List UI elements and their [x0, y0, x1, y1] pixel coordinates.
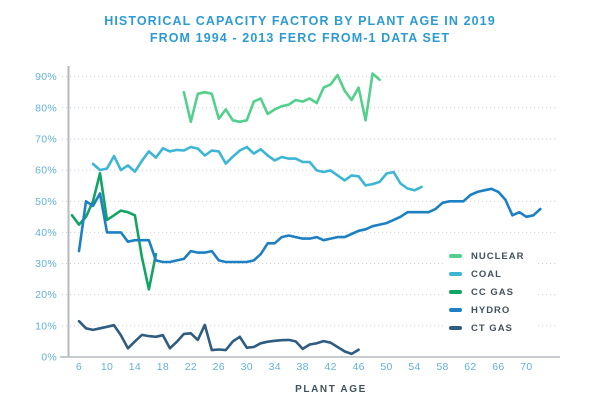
x-axis-labels: 6 10 14 18 22 26 30 34 38 42 46 50 54 58 62 66 70 [76, 361, 532, 373]
y-tick-label: 40% [35, 227, 57, 239]
x-tick-label: 66 [492, 361, 504, 373]
x-axis-title: PLANT AGE [295, 384, 367, 395]
x-tick-label: 58 [436, 361, 448, 373]
legend-label: NUCLEAR [471, 250, 525, 262]
chart-legend: NUCLEAR COAL CC GAS HYDRO CT GAS [443, 245, 538, 339]
legend-label: HYDRO [471, 304, 511, 316]
series-line-hydro [77, 187, 542, 264]
x-tick-label: 14 [129, 361, 141, 373]
legend-swatch-icon [449, 254, 462, 258]
chart-title: HISTORICAL CAPACITY FACTOR BY PLANT AGE … [0, 13, 600, 47]
series-line-cc-gas [70, 171, 158, 291]
chart-title-line2: FROM 1994 - 2013 FERC FROM-1 DATA SET [149, 31, 451, 45]
x-tick-label: 38 [297, 361, 309, 373]
y-axis-labels: 0% 10% 20% 30% 40% 50% 60% 70% 80% 90% [35, 71, 57, 363]
legend-swatch-icon [449, 290, 462, 294]
series-line-nuclear [182, 72, 381, 124]
y-tick-label: 10% [35, 320, 57, 332]
series-line-ct-gas [77, 319, 360, 356]
y-tick-label: 30% [35, 258, 57, 270]
x-tick-label: 42 [324, 361, 336, 373]
x-tick-label: 54 [408, 361, 420, 373]
x-tick-label: 10 [101, 361, 113, 373]
legend-item-coal: COAL [443, 265, 538, 283]
x-tick-label: 46 [352, 361, 364, 373]
legend-item-ct-gas: CT GAS [443, 319, 538, 337]
legend-label: CT GAS [471, 322, 513, 334]
legend-item-hydro: HYDRO [443, 301, 538, 319]
y-tick-label: 70% [35, 133, 57, 145]
chart-title-line1: HISTORICAL CAPACITY FACTOR BY PLANT AGE … [104, 14, 496, 28]
legend-item-nuclear: NUCLEAR [443, 247, 538, 265]
y-tick-label: 60% [35, 165, 57, 177]
legend-item-cc-gas: CC GAS [443, 283, 538, 301]
y-tick-label: 50% [35, 196, 57, 208]
x-tick-label: 26 [213, 361, 225, 373]
legend-swatch-icon [449, 326, 462, 330]
legend-swatch-icon [449, 272, 462, 276]
y-tick-label: 90% [35, 71, 57, 83]
legend-label: CC GAS [471, 286, 514, 298]
legend-swatch-icon [449, 308, 462, 312]
legend-label: COAL [471, 268, 502, 280]
x-tick-label: 70 [520, 361, 532, 373]
x-tick-label: 50 [380, 361, 392, 373]
x-tick-label: 6 [76, 361, 82, 373]
x-tick-label: 18 [157, 361, 169, 373]
y-tick-label: 80% [35, 102, 57, 114]
x-tick-label: 62 [464, 361, 476, 373]
y-gridlines [62, 76, 558, 327]
y-tick-label: 0% [41, 352, 57, 364]
series-line-coal [91, 145, 423, 192]
x-tick-label: 30 [241, 361, 253, 373]
y-tick-label: 20% [35, 289, 57, 301]
x-tick-label: 34 [269, 361, 281, 373]
x-tick-label: 22 [185, 361, 197, 373]
